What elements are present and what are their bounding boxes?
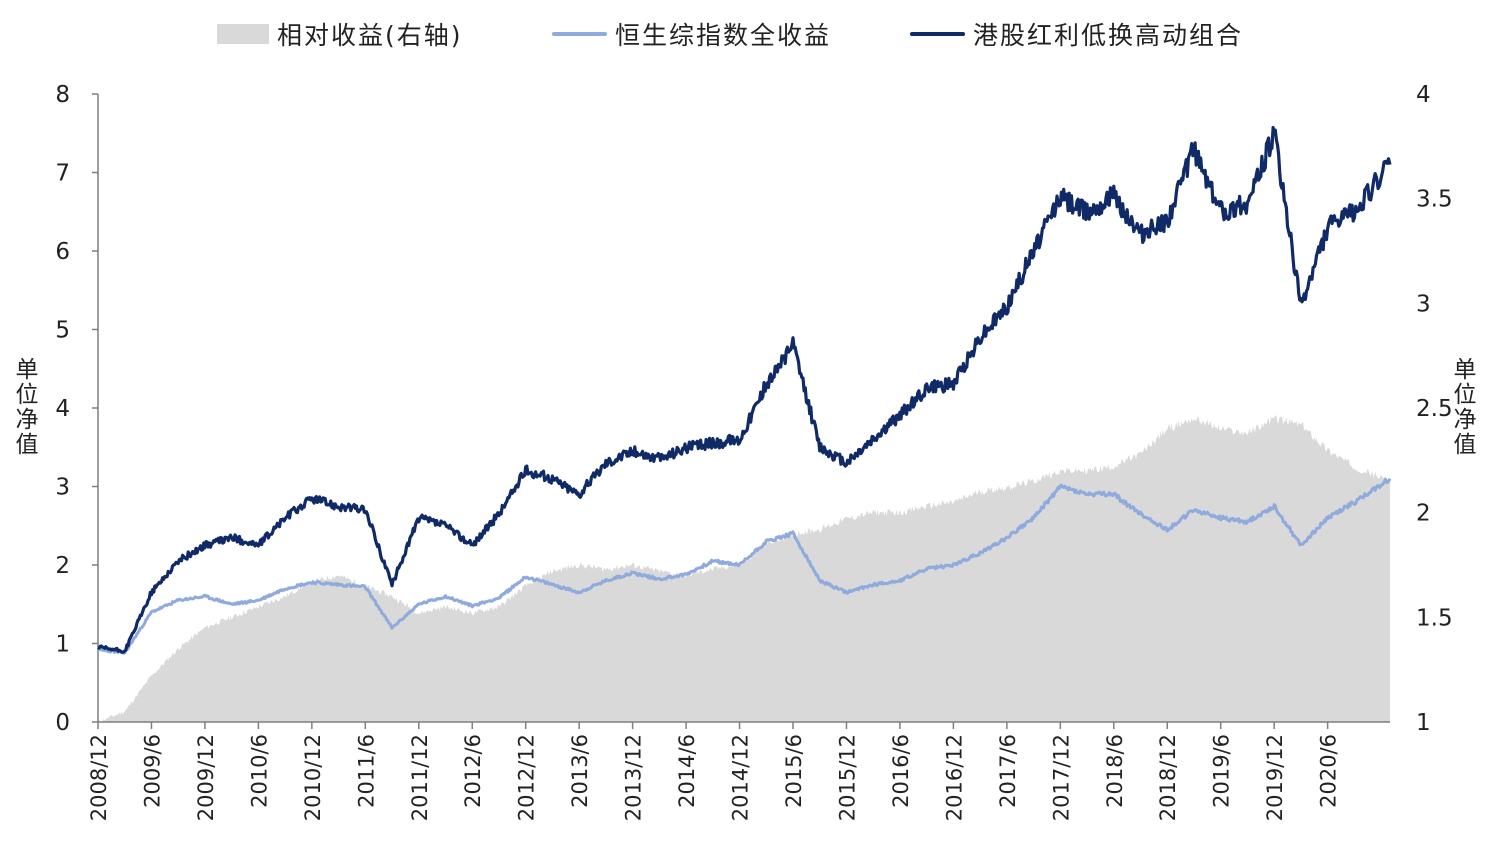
- x-tick-label: 2013/12: [622, 734, 646, 821]
- legend: 相对收益(右轴) 恒生综指数全收益 港股红利低换高动组合: [0, 14, 1491, 54]
- legend-item-relative-return[interactable]: 相对收益(右轴): [217, 14, 463, 54]
- lines-layer: [96, 125, 1392, 655]
- left-y-tick-label: 2: [55, 553, 70, 579]
- x-tick-label: 2011/6: [354, 734, 378, 808]
- x-tick-label: 2014/12: [729, 734, 753, 821]
- axes-layer: 0 1 2 3 4 5 6 7 8 1 1.5 2 2.5 3 3.5 4 2008/12 2009/6 2009/…: [55, 82, 1452, 821]
- legend-swatch-hsci: [552, 32, 607, 36]
- x-tick-label: 2009/12: [194, 734, 218, 821]
- x-tick-label: 2017/6: [996, 734, 1020, 808]
- legend-label-hsci: 恒生综指数全收益: [615, 21, 832, 50]
- legend-label-portfolio: 港股红利低换高动组合: [973, 21, 1244, 50]
- left-y-tick-label: 7: [55, 161, 70, 187]
- x-tick-label: 2015/6: [782, 734, 806, 808]
- area-layer: [98, 415, 1390, 722]
- left-axis-title-text: 单 位 净 值: [15, 357, 39, 458]
- legend-swatch-relative-return: [217, 24, 269, 44]
- x-tick-label: 2014/6: [675, 734, 699, 808]
- x-tick-label: 2008/12: [87, 734, 111, 821]
- x-tick-label: 2020/6: [1317, 734, 1341, 808]
- x-tick-label: 2019/6: [1210, 734, 1234, 808]
- x-tick-label: 2011/12: [408, 734, 432, 821]
- legend-item-hsci[interactable]: 恒生综指数全收益: [552, 14, 831, 54]
- line-series-portfolio: [97, 125, 1392, 654]
- line-series-hsci: [96, 477, 1392, 655]
- legend-label-relative-return: 相对收益(右轴): [277, 21, 463, 50]
- right-axis-title: 单 位 净 值: [1450, 358, 1480, 458]
- x-tick-label: 2019/12: [1263, 734, 1287, 821]
- x-tick-label: 2012/6: [461, 734, 485, 808]
- left-y-tick-label: 3: [55, 475, 70, 501]
- x-tick-label: 2012/12: [515, 734, 539, 821]
- right-y-tick-label: 2.5: [1416, 396, 1453, 422]
- x-tick-label: 2010/6: [247, 734, 271, 808]
- left-y-tick-label: 0: [55, 710, 70, 736]
- x-tick-label: 2015/12: [835, 734, 859, 821]
- legend-swatch-portfolio: [910, 32, 965, 36]
- x-tick-label: 2018/12: [1156, 734, 1180, 821]
- x-tick-label: 2016/6: [889, 734, 913, 808]
- right-y-tick-label: 2: [1416, 501, 1431, 527]
- x-tick-label: 2009/6: [140, 734, 164, 808]
- right-y-tick-label: 3.5: [1416, 187, 1453, 213]
- left-y-tick-label: 6: [55, 239, 70, 265]
- legend-item-portfolio[interactable]: 港股红利低换高动组合: [910, 14, 1243, 54]
- x-tick-label: 2016/12: [942, 734, 966, 821]
- right-y-tick-label: 1: [1416, 710, 1431, 736]
- right-y-tick-label: 3: [1416, 291, 1431, 317]
- left-y-tick-label: 5: [55, 318, 70, 344]
- x-tick-label: 2010/12: [301, 734, 325, 821]
- right-axis-title-text: 单 位 净 值: [1453, 357, 1477, 458]
- x-tick-label: 2018/6: [1103, 734, 1127, 808]
- right-y-tick-label: 1.5: [1416, 605, 1453, 631]
- x-tick-label: 2017/12: [1049, 734, 1073, 821]
- area-series-relative-return: [98, 415, 1390, 722]
- x-tick-label: 2013/6: [568, 734, 592, 808]
- left-axis-title: 单 位 净 值: [12, 358, 42, 458]
- right-y-tick-label: 4: [1416, 82, 1431, 108]
- left-y-tick-label: 8: [55, 82, 70, 108]
- left-y-tick-label: 4: [55, 396, 70, 422]
- left-y-tick-label: 1: [55, 632, 70, 658]
